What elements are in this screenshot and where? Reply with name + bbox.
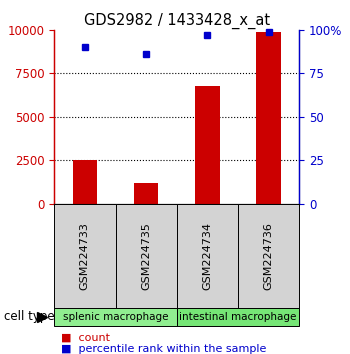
- Title: GDS2982 / 1433428_x_at: GDS2982 / 1433428_x_at: [84, 12, 270, 29]
- Text: GSM224733: GSM224733: [80, 222, 90, 290]
- Text: ■  percentile rank within the sample: ■ percentile rank within the sample: [61, 344, 267, 354]
- Text: GSM224736: GSM224736: [264, 222, 274, 290]
- Bar: [54, 308, 177, 326]
- Bar: [238, 204, 299, 308]
- Bar: [73, 160, 97, 204]
- Text: GSM224734: GSM224734: [202, 222, 212, 290]
- Bar: [177, 204, 238, 308]
- Bar: [195, 86, 220, 204]
- Text: GSM224735: GSM224735: [141, 222, 151, 290]
- Text: cell type: cell type: [4, 310, 54, 323]
- Bar: [116, 204, 177, 308]
- Bar: [256, 32, 281, 204]
- Text: intestinal macrophage: intestinal macrophage: [179, 312, 297, 322]
- Text: splenic macrophage: splenic macrophage: [63, 312, 168, 322]
- Text: ■  count: ■ count: [61, 333, 110, 343]
- Bar: [54, 204, 116, 308]
- Bar: [177, 308, 299, 326]
- Bar: [134, 183, 158, 204]
